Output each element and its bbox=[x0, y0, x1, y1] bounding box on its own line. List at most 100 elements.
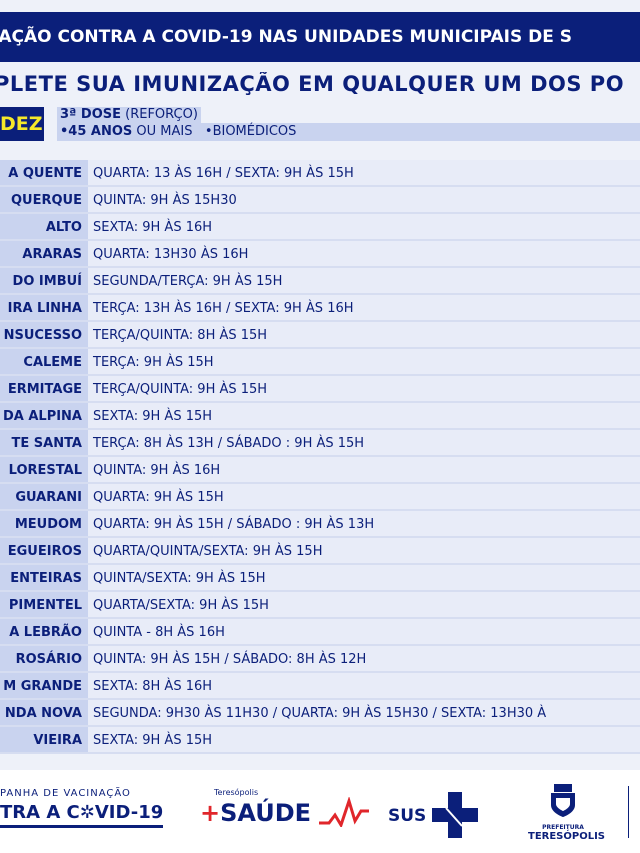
unit-name-text: NDA NOVA bbox=[4, 706, 82, 721]
table-row: TE SANTA TERÇA: 8H ÀS 13H / SÁBADO : 9H À… bbox=[0, 430, 640, 457]
unit-name: A QUENTE bbox=[0, 160, 88, 185]
schedule-cell: SEXTA: 8H ÀS 16H bbox=[88, 673, 640, 698]
table-row: NSUCESSO TERÇA/QUINTA: 8H ÀS 15H bbox=[0, 322, 640, 349]
table-row: A LEBRÃO QUINTA - 8H ÀS 16H bbox=[0, 619, 640, 646]
unit-name-text: IRA LINHA bbox=[7, 301, 82, 316]
unit-name-text: GUARANI bbox=[15, 490, 82, 505]
unit-name: EGUEIROS bbox=[0, 538, 88, 563]
schedule-cell: QUINTA: 9H ÀS 16H bbox=[88, 457, 640, 482]
campaign-line1: PANHA DE VACINAÇÃO bbox=[0, 788, 131, 799]
prefeitura-logo: PREFEITURA TERESÓPOLIS bbox=[528, 784, 606, 842]
table-row: MEUDOM QUARTA: 9H ÀS 15H / SÁBADO : 9H ÀS… bbox=[0, 511, 640, 538]
group-info: •45 ANOS OU MAIS •BIOMÉDICOS bbox=[57, 123, 640, 141]
unit-name: ROSÁRIO bbox=[0, 646, 88, 671]
unit-name: DO IMBUÍ bbox=[0, 268, 88, 293]
subtitle: PLETE SUA IMUNIZAÇÃO EM QUALQUER UM DOS … bbox=[0, 72, 625, 96]
table-row: A QUENTE QUARTA: 13 ÀS 16H / SEXTA: 9H ÀS… bbox=[0, 160, 640, 187]
schedule-cell: QUINTA: 9H ÀS 15H30 bbox=[88, 187, 640, 212]
group2: •BIOMÉDICOS bbox=[204, 124, 297, 139]
unit-name-text: ARARAS bbox=[22, 247, 82, 262]
unit-name: CALEME bbox=[0, 349, 88, 374]
unit-name: PIMENTEL bbox=[0, 592, 88, 617]
table-row: ARARAS QUARTA: 13H30 ÀS 16H bbox=[0, 241, 640, 268]
dose-note: (REFORÇO) bbox=[125, 107, 198, 122]
unit-name-text: DA ALPINA bbox=[2, 409, 82, 424]
unit-name-text: ALTO bbox=[45, 220, 82, 235]
unit-name-text: M GRANDE bbox=[3, 679, 82, 694]
table-row: CALEME TERÇA: 9H ÀS 15H bbox=[0, 349, 640, 376]
unit-name-text: LORESTAL bbox=[8, 463, 82, 478]
unit-name: QUERQUE bbox=[0, 187, 88, 212]
table-row: EGUEIROS QUARTA/QUINTA/SEXTA: 9H ÀS 15H bbox=[0, 538, 640, 565]
schedule-cell: TERÇA: 9H ÀS 15H bbox=[88, 349, 640, 374]
unit-name: ENTEIRAS bbox=[0, 565, 88, 590]
unit-name-text: VIEIRA bbox=[33, 733, 82, 748]
city-label: TERESÓPOLIS bbox=[528, 831, 606, 842]
dose-info: 3ª DOSE (REFORÇO) bbox=[57, 107, 201, 123]
heartbeat-icon bbox=[319, 796, 370, 829]
campaign-logo: TRA A C✲VID-19 bbox=[0, 802, 164, 828]
header-banner: IAÇÃO CONTRA A COVID-19 NAS UNIDADES MUN… bbox=[0, 12, 640, 62]
schedule-cell: TERÇA: 13H ÀS 16H / SEXTA: 9H ÀS 16H bbox=[88, 295, 640, 320]
saude-city: Teresópolis bbox=[214, 788, 259, 797]
sus-text: SUS bbox=[388, 806, 427, 826]
table-row: M GRANDE SEXTA: 8H ÀS 16H bbox=[0, 673, 640, 700]
schedule-cell: QUINTA: 9H ÀS 15H / SÁBADO: 8H ÀS 12H bbox=[88, 646, 640, 671]
unit-name: M GRANDE bbox=[0, 673, 88, 698]
header-title: IAÇÃO CONTRA A COVID-19 NAS UNIDADES MUN… bbox=[0, 27, 573, 47]
unit-name-text: A QUENTE bbox=[8, 166, 82, 181]
schedule-cell: QUARTA: 13H30 ÀS 16H bbox=[88, 241, 640, 266]
table-row: LORESTAL QUINTA: 9H ÀS 16H bbox=[0, 457, 640, 484]
unit-name: ARARAS bbox=[0, 241, 88, 266]
schedule-cell: SEGUNDA: 9H30 ÀS 11H30 / QUARTA: 9H ÀS 1… bbox=[88, 700, 640, 725]
table-row: NDA NOVA SEGUNDA: 9H30 ÀS 11H30 / QUARTA:… bbox=[0, 700, 640, 727]
unit-name: MEUDOM bbox=[0, 511, 88, 536]
schedule-cell: TERÇA/QUINTA: 9H ÀS 15H bbox=[88, 376, 640, 401]
table-row: DO IMBUÍ SEGUNDA/TERÇA: 9H ÀS 15H bbox=[0, 268, 640, 295]
unit-name: NSUCESSO bbox=[0, 322, 88, 347]
unit-name-text: TE SANTA bbox=[11, 436, 83, 451]
schedule-cell: QUINTA - 8H ÀS 16H bbox=[88, 619, 640, 644]
unit-name-text: A LEBRÃO bbox=[9, 625, 82, 640]
unit-name: ERMITAGE bbox=[0, 376, 88, 401]
date-badge: DEZ bbox=[0, 107, 44, 141]
schedule-cell: SEXTA: 9H ÀS 15H bbox=[88, 727, 640, 752]
prefeitura-label: PREFEITURA bbox=[542, 824, 584, 831]
saude-logo: Teresópolis +SAÚDE bbox=[200, 788, 370, 829]
schedule-table: A QUENTE QUARTA: 13 ÀS 16H / SEXTA: 9H ÀS… bbox=[0, 160, 640, 754]
coat-of-arms-icon bbox=[551, 784, 575, 817]
table-row: ALTO SEXTA: 9H ÀS 16H bbox=[0, 214, 640, 241]
unit-name: VIEIRA bbox=[0, 727, 88, 752]
unit-name-text: NSUCESSO bbox=[3, 328, 82, 343]
unit-name: TE SANTA bbox=[0, 430, 88, 455]
unit-name: GUARANI bbox=[0, 484, 88, 509]
unit-name-text: ROSÁRIO bbox=[15, 652, 82, 667]
schedule-cell: QUINTA/SEXTA: 9H ÀS 15H bbox=[88, 565, 640, 590]
schedule-cell: SEXTA: 9H ÀS 15H bbox=[88, 403, 640, 428]
table-row: PIMENTEL QUARTA/SEXTA: 9H ÀS 15H bbox=[0, 592, 640, 619]
schedule-cell: QUARTA: 9H ÀS 15H / SÁBADO : 9H ÀS 13H bbox=[88, 511, 640, 536]
schedule-cell: QUARTA: 9H ÀS 15H bbox=[88, 484, 640, 509]
schedule-cell: TERÇA/QUINTA: 8H ÀS 15H bbox=[88, 322, 640, 347]
unit-name-text: QUERQUE bbox=[11, 193, 82, 208]
group1-bold: •45 ANOS bbox=[60, 124, 133, 139]
unit-name: IRA LINHA bbox=[0, 295, 88, 320]
unit-name-text: PIMENTEL bbox=[8, 598, 82, 613]
table-row: ERMITAGE TERÇA/QUINTA: 9H ÀS 15H bbox=[0, 376, 640, 403]
schedule-cell: SEGUNDA/TERÇA: 9H ÀS 15H bbox=[88, 268, 640, 293]
plus-icon: + bbox=[200, 799, 221, 827]
table-row: QUERQUE QUINTA: 9H ÀS 15H30 bbox=[0, 187, 640, 214]
unit-name: ALTO bbox=[0, 214, 88, 239]
unit-name-text: MEUDOM bbox=[14, 517, 82, 532]
table-row: GUARANI QUARTA: 9H ÀS 15H bbox=[0, 484, 640, 511]
footer-logos: PANHA DE VACINAÇÃO TRA A C✲VID-19 Teresó… bbox=[0, 770, 640, 853]
table-row: VIEIRA SEXTA: 9H ÀS 15H bbox=[0, 727, 640, 754]
sus-cross-icon bbox=[432, 792, 478, 838]
schedule-cell: QUARTA/SEXTA: 9H ÀS 15H bbox=[88, 592, 640, 617]
table-row: ROSÁRIO QUINTA: 9H ÀS 15H / SÁBADO: 8H ÀS… bbox=[0, 646, 640, 673]
unit-name: LORESTAL bbox=[0, 457, 88, 482]
unit-name-text: CALEME bbox=[23, 355, 82, 370]
saude-text: SAÚDE bbox=[220, 799, 312, 827]
schedule-cell: QUARTA/QUINTA/SEXTA: 9H ÀS 15H bbox=[88, 538, 640, 563]
unit-name-text: ENTEIRAS bbox=[10, 571, 82, 586]
